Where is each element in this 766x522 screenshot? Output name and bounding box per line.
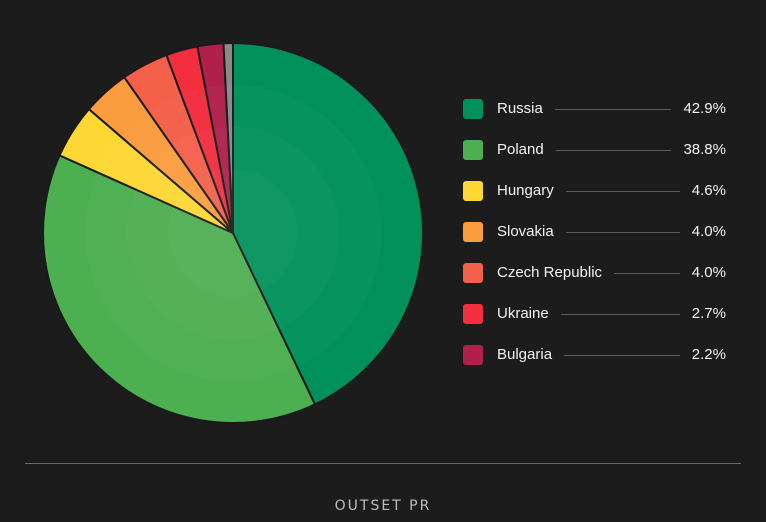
legend-label: Ukraine	[497, 305, 549, 322]
legend-leader-line	[554, 109, 672, 110]
legend-label: Slovakia	[497, 223, 554, 240]
legend-label: Hungary	[497, 182, 554, 199]
legend-label: Russia	[497, 100, 543, 117]
legend-leader-line	[560, 314, 680, 315]
legend-label: Czech Republic	[497, 264, 603, 281]
brand-logo: OUTSET PR	[334, 498, 432, 514]
legend-swatch	[463, 263, 483, 283]
legend-label: Poland	[497, 141, 544, 158]
footer-divider	[25, 463, 741, 464]
legend-item-czech-republic: Czech Republic 4.0%	[463, 260, 726, 301]
legend-item-bulgaria: Bulgaria 2.2%	[463, 342, 726, 383]
pie-slice-poland	[42, 154, 316, 424]
legend-item-slovakia: Slovakia 4.0%	[463, 219, 726, 260]
legend-value: 4.0%	[691, 264, 726, 281]
legend-label: Bulgaria	[497, 346, 553, 363]
pie-chart	[42, 42, 424, 424]
legend-swatch	[463, 140, 483, 160]
legend-value: 42.9%	[683, 100, 726, 117]
legend-leader-line	[555, 150, 672, 151]
legend-leader-line	[614, 273, 680, 274]
legend-swatch	[463, 99, 483, 119]
legend-swatch	[463, 345, 483, 365]
legend-leader-line	[564, 355, 680, 356]
legend-value: 2.7%	[691, 305, 726, 322]
legend-leader-line	[565, 191, 680, 192]
legend-value: 38.8%	[683, 141, 726, 158]
legend-value: 4.0%	[691, 223, 726, 240]
legend-item-hungary: Hungary 4.6%	[463, 178, 726, 219]
legend-item-russia: Russia 42.9%	[463, 96, 726, 137]
legend-leader-line	[565, 232, 680, 233]
legend-value: 2.2%	[691, 346, 726, 363]
legend-swatch	[463, 304, 483, 324]
legend-item-ukraine: Ukraine 2.7%	[463, 301, 726, 342]
pie-slice-russia	[232, 42, 424, 406]
legend-swatch	[463, 222, 483, 242]
legend-item-poland: Poland 38.8%	[463, 137, 726, 178]
legend-value: 4.6%	[691, 182, 726, 199]
pie-slice-other	[222, 42, 234, 234]
legend-swatch	[463, 181, 483, 201]
legend: Russia 42.9% Poland 38.8% Hungary 4.6% Slovaki…	[463, 96, 726, 383]
